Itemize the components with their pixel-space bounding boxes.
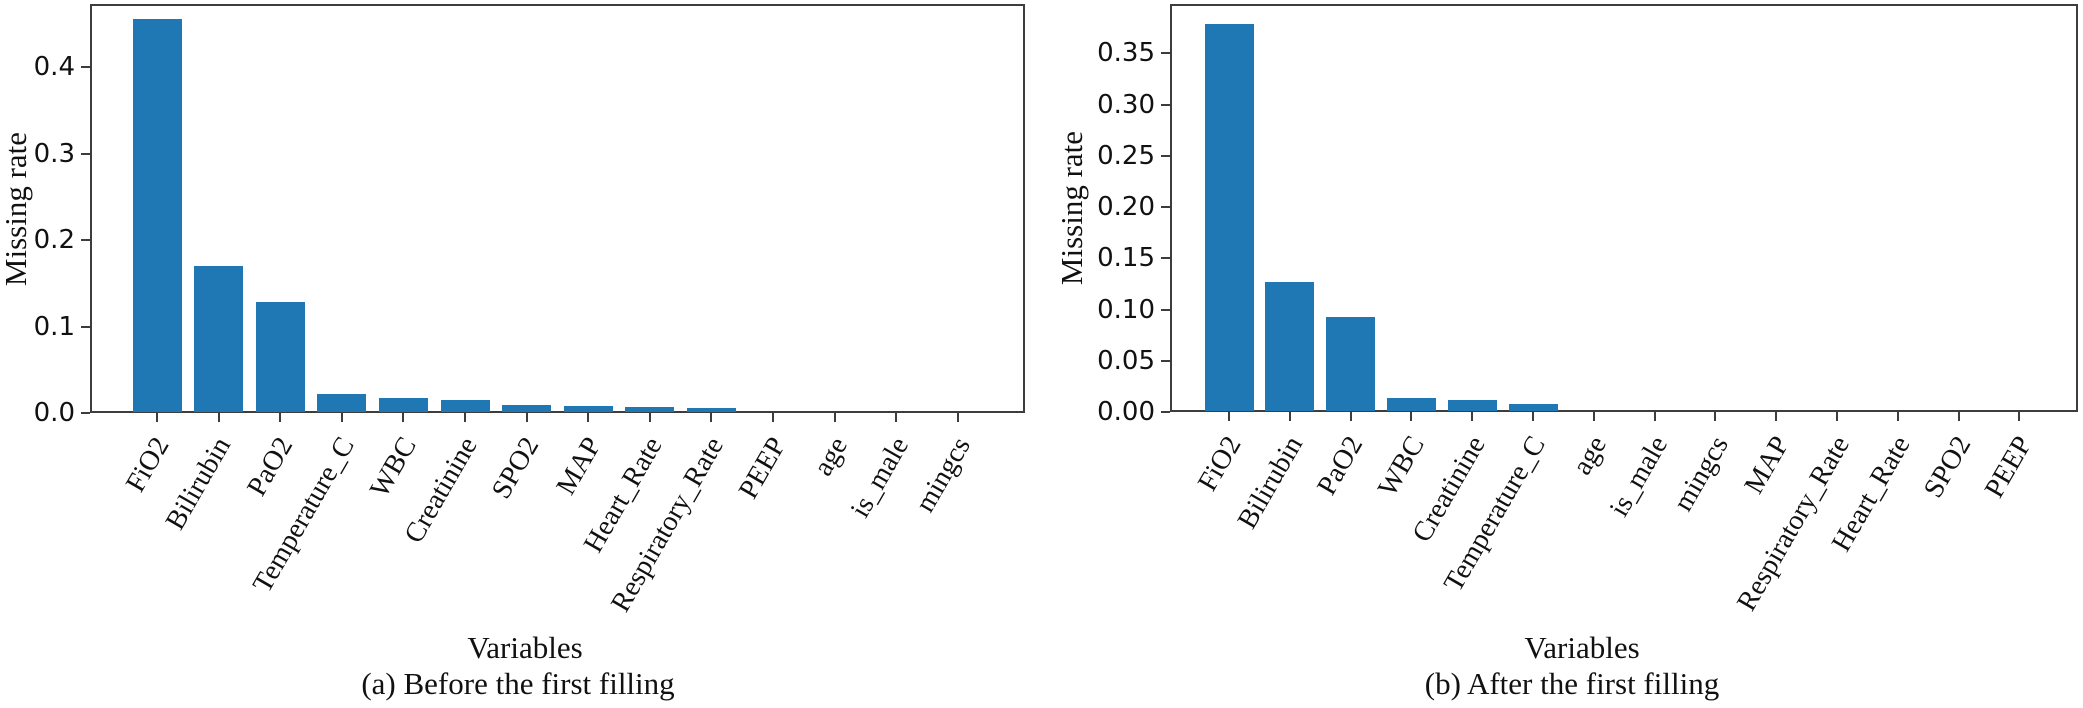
bar-SPO2: [502, 405, 551, 412]
y-tick-label: 0.1: [33, 312, 75, 342]
y-tick-label: 0.3: [33, 139, 75, 169]
y-tick-label: 0.05: [1097, 346, 1155, 376]
bar-Creatinine: [441, 400, 490, 412]
y-tick-label: 0.35: [1097, 38, 1155, 68]
x-tick-mark: [1471, 412, 1473, 421]
x-tick-mark: [1350, 412, 1352, 421]
bar-Respiratory_Rate: [687, 408, 736, 412]
y-tick-mark: [81, 66, 90, 68]
x-tick-label: mingcs: [1667, 431, 1735, 517]
bar-MAP: [564, 406, 613, 412]
bar-PaO2: [1326, 317, 1375, 411]
x-tick-label: MAP: [1737, 431, 1796, 500]
x-tick-label: PaO2: [1311, 431, 1370, 501]
x-tick-mark: [279, 413, 281, 422]
y-tick-mark: [1161, 309, 1170, 311]
y-tick-mark: [81, 326, 90, 328]
x-tick-label: age: [1566, 431, 1613, 481]
plot-area: [1170, 4, 2078, 412]
y-tick-label: 0.20: [1097, 192, 1155, 222]
y-tick-mark: [1161, 104, 1170, 106]
bar-Bilirubin: [1265, 282, 1314, 411]
bar-Creatinine: [1448, 400, 1497, 411]
y-tick-label: 0.00: [1097, 397, 1155, 427]
x-tick-mark: [156, 413, 158, 422]
x-tick-mark: [2018, 412, 2020, 421]
y-tick-mark: [1161, 206, 1170, 208]
x-tick-mark: [1654, 412, 1656, 421]
subfigure-caption-a: (a) Before the first filling: [361, 666, 675, 701]
bar-PaO2: [256, 302, 305, 412]
x-tick-mark: [1532, 412, 1534, 421]
x-tick-mark: [1897, 412, 1899, 421]
x-tick-mark: [710, 413, 712, 422]
x-axis-title: Variables: [1524, 630, 1640, 665]
bar-Bilirubin: [194, 266, 243, 412]
bar-Temperature_C: [317, 394, 366, 412]
x-tick-mark: [341, 413, 343, 422]
x-tick-mark: [1775, 412, 1777, 421]
x-tick-mark: [526, 413, 528, 422]
x-tick-mark: [957, 413, 959, 422]
x-tick-mark: [834, 413, 836, 422]
x-tick-mark: [218, 413, 220, 422]
x-tick-mark: [895, 413, 897, 422]
y-tick-label: 0.25: [1097, 141, 1155, 171]
y-tick-mark: [81, 153, 90, 155]
y-tick-label: 0.10: [1097, 295, 1155, 325]
y-tick-mark: [1161, 411, 1170, 413]
x-tick-label: PEEP: [1978, 431, 2039, 504]
bar-Heart_Rate: [625, 407, 674, 412]
plot-area: [90, 4, 1025, 413]
y-tick-label: 0.15: [1097, 243, 1155, 273]
y-tick-label: 0.0: [33, 398, 75, 428]
subfigure-caption-b: (b) After the first filling: [1424, 666, 1720, 701]
bar-WBC: [1387, 398, 1436, 411]
y-tick-mark: [81, 412, 90, 414]
x-axis-title: Variables: [467, 630, 583, 665]
x-tick-mark: [1714, 412, 1716, 421]
x-tick-mark: [1289, 412, 1291, 421]
y-tick-mark: [1161, 155, 1170, 157]
bar-FiO2: [133, 19, 182, 412]
bar-FiO2: [1205, 24, 1254, 411]
x-tick-mark: [1836, 412, 1838, 421]
x-tick-mark: [1228, 412, 1230, 421]
y-tick-mark: [1161, 257, 1170, 259]
y-tick-label: 0.4: [33, 52, 75, 82]
y-tick-mark: [81, 239, 90, 241]
x-tick-mark: [1593, 412, 1595, 421]
y-tick-label: 0.2: [33, 225, 75, 255]
x-tick-mark: [1410, 412, 1412, 421]
x-tick-mark: [464, 413, 466, 422]
x-tick-mark: [649, 413, 651, 422]
x-tick-label: is_male: [1603, 431, 1674, 522]
x-tick-mark: [402, 413, 404, 422]
y-tick-label: 0.30: [1097, 90, 1155, 120]
x-tick-mark: [772, 413, 774, 422]
x-tick-label: WBC: [1371, 431, 1431, 502]
bar-WBC: [379, 398, 428, 412]
y-tick-mark: [1161, 52, 1170, 54]
x-tick-mark: [587, 413, 589, 422]
bar-Temperature_C: [1509, 404, 1558, 411]
x-tick-label: FiO2: [1192, 431, 1248, 497]
x-tick-mark: [1958, 412, 1960, 421]
x-tick-label: SPO2: [1918, 431, 1978, 504]
y-tick-mark: [1161, 360, 1170, 362]
